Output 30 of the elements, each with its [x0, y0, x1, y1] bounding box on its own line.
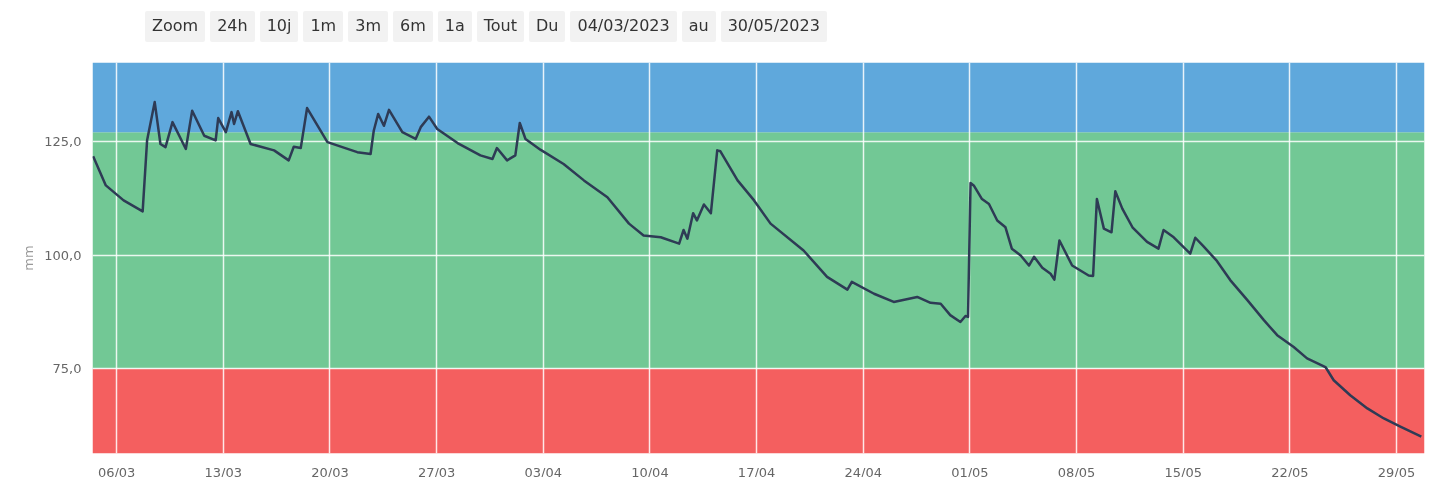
text: au [681, 11, 716, 42]
x-tick-label: 22/05 [1271, 464, 1309, 477]
y-axis-title: mm [21, 245, 37, 271]
text: 30/05/2023 [720, 11, 827, 42]
x-tick-label: 24/04 [844, 464, 882, 477]
y-tick-label: 75,0 [52, 361, 82, 377]
text: Tout [476, 11, 524, 42]
x-tick-label: 29/05 [1377, 464, 1416, 477]
x-tick-label: 03/04 [524, 464, 563, 477]
text: 24h [210, 11, 255, 42]
x-tick-label: 01/05 [951, 464, 989, 477]
x-tick-label: 17/04 [737, 464, 776, 477]
y-tick-label: 100,0 [44, 247, 82, 263]
x-tick-label: 10/04 [631, 464, 669, 477]
x-tick-label: 08/05 [1057, 464, 1096, 477]
text: 10j [259, 11, 299, 42]
x-tick-label: 06/03 [97, 464, 136, 477]
x-tick-label: 15/05 [1164, 464, 1202, 477]
text: Du [528, 11, 566, 42]
x-tick-label: 13/03 [204, 464, 243, 477]
y-tick-label: 125,0 [44, 133, 82, 149]
text: 1a [437, 11, 472, 42]
text: 6m [392, 11, 433, 42]
text: 3m [348, 11, 388, 42]
x-tick-label: 20/03 [311, 464, 349, 477]
text: 1m [303, 11, 344, 42]
x-tick-label: 27/03 [417, 464, 456, 477]
line-series [92, 100, 1423, 438]
text: 04/03/2023 [570, 11, 677, 42]
text: Zoom [145, 11, 206, 42]
